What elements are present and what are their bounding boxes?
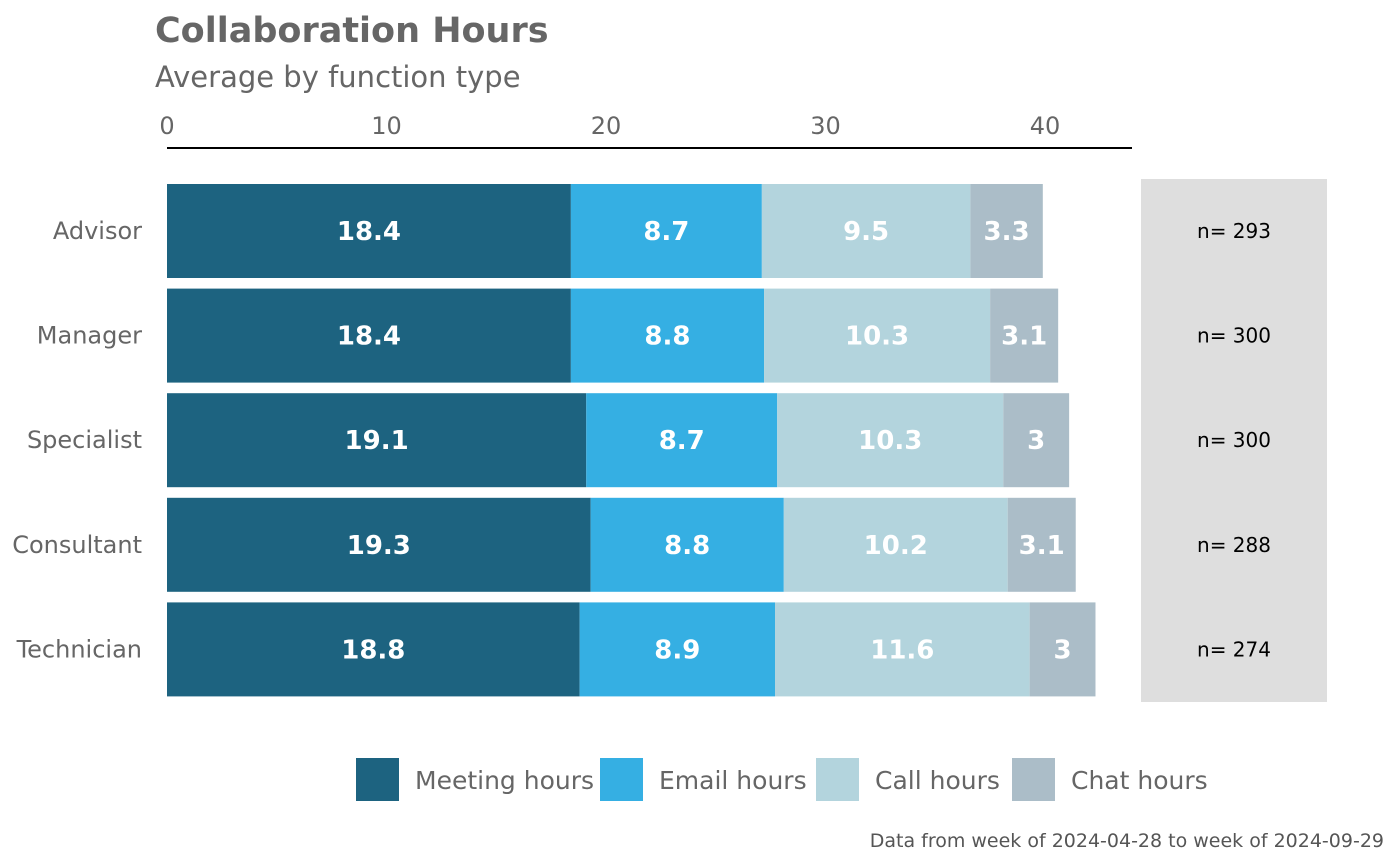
sample-size-label: n= 274: [1197, 637, 1271, 661]
category-label: Technician: [16, 635, 142, 663]
bar-segment: [590, 497, 784, 592]
x-tick-label: 30: [810, 112, 841, 140]
bar-segment: [1029, 602, 1096, 697]
legend-label: Email hours: [659, 766, 807, 795]
x-axis: 0 10 20 30 40: [159, 112, 1132, 149]
legend-label: Chat hours: [1071, 766, 1208, 795]
bar-segment: [777, 393, 1004, 488]
data-label: 8.8: [644, 322, 690, 352]
data-label: 10.3: [845, 322, 909, 352]
chart-caption: Data from week of 2024-04-28 to week of …: [870, 830, 1384, 852]
legend-label: Meeting hours: [415, 766, 594, 795]
data-label: 10.3: [858, 426, 922, 456]
x-tick-label: 10: [371, 112, 402, 140]
sample-size-panel-bg: [1141, 179, 1327, 702]
legend-swatch: [816, 758, 859, 801]
data-label: 3: [1027, 426, 1045, 456]
data-label: 18.4: [337, 217, 401, 247]
data-label: 10.2: [864, 531, 928, 561]
legend-swatch: [600, 758, 643, 801]
bar-segment: [1003, 393, 1070, 488]
x-tick-label: 0: [159, 112, 174, 140]
bar-segment: [970, 184, 1043, 278]
data-label: 8.7: [643, 217, 689, 247]
data-label: 11.6: [870, 635, 934, 665]
bar-segment: [1007, 497, 1076, 592]
legend-label: Call hours: [875, 766, 1000, 795]
bar-segment: [761, 184, 971, 278]
bar-segment: [167, 288, 571, 383]
category-labels: Advisor Manager Specialist Consultant Techni…: [12, 217, 142, 663]
sample-size-label: n= 288: [1197, 533, 1271, 557]
bar-segment: [167, 497, 591, 592]
data-label: 3.1: [1019, 531, 1065, 561]
data-label: 9.5: [843, 217, 889, 247]
legend-swatch: [356, 758, 399, 801]
bar-segment: [167, 393, 587, 488]
data-label: 18.4: [337, 322, 401, 352]
category-label: Specialist: [27, 426, 142, 454]
data-label: 3.1: [1001, 322, 1047, 352]
data-label: 8.9: [654, 635, 700, 665]
bar-segment: [167, 602, 580, 697]
bar-segment: [586, 393, 778, 488]
bar-segment: [775, 602, 1030, 697]
sample-size-label: n= 300: [1197, 324, 1271, 348]
bar-segment: [570, 184, 762, 278]
bars-layer: 18.4 8.7 9.5 3.3 18.4 8.8 10.3 3.1 19.1 8.7 10.3 3 1…: [167, 184, 1096, 697]
data-label: 3: [1054, 635, 1072, 665]
data-label: 19.1: [345, 426, 409, 456]
bar-segment: [990, 288, 1059, 383]
x-tick-label: 20: [591, 112, 622, 140]
category-label: Consultant: [12, 531, 142, 559]
bar-segment: [570, 288, 765, 383]
data-label: 3.3: [984, 217, 1030, 247]
sample-size-panel: n= 293 n= 300 n= 300 n= 288 n= 274: [1141, 179, 1327, 702]
sample-size-label: n= 300: [1197, 428, 1271, 452]
bar-segment: [764, 288, 991, 383]
data-label: 8.8: [664, 531, 710, 561]
bar-segment: [167, 184, 571, 278]
legend-swatch: [1012, 758, 1055, 801]
category-label: Advisor: [53, 217, 142, 245]
data-label: 18.8: [341, 635, 405, 665]
data-label: 19.3: [347, 531, 411, 561]
category-label: Manager: [37, 322, 142, 350]
x-tick-label: 40: [1030, 112, 1061, 140]
data-label: 8.7: [659, 426, 705, 456]
legend: Meeting hours Email hours Call hours Chat h…: [356, 758, 1208, 801]
bar-segment: [783, 497, 1008, 592]
bar-segment: [579, 602, 776, 697]
sample-size-label: n= 293: [1197, 219, 1271, 243]
chart-subtitle: Average by function type: [155, 60, 521, 94]
chart-title: Collaboration Hours: [155, 11, 549, 51]
